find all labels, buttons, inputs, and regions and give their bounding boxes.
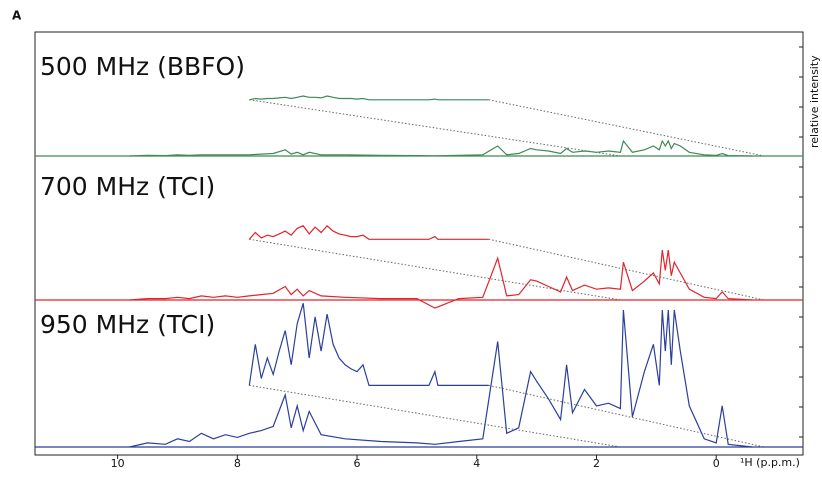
x-tick-label: 6 [354,457,361,470]
connector [249,238,621,301]
x-tick-label: 10 [111,457,125,470]
x-tick-label: 8 [234,457,241,470]
spectrum [129,250,753,309]
panel-label: A [12,9,22,23]
x-tick-label: 2 [593,457,600,470]
spectrum [129,309,753,448]
x-tick-label: 0 [713,457,720,470]
connector [249,384,621,448]
spectrum [129,139,753,157]
panel-title: 500 MHz (BBFO) [40,52,245,81]
x-tick-label: 4 [473,457,480,470]
panel-title: 700 MHz (TCI) [40,172,215,201]
connector [488,384,765,448]
y-axis-label: relative intensity [808,55,821,148]
inset-spectrum [248,303,489,386]
panel-title: 950 MHz (TCI) [40,310,215,339]
inset-spectrum [249,95,489,101]
plot-frame [34,31,804,456]
connector [488,99,765,157]
x-axis-label: ¹H (p.p.m.) [740,456,800,469]
connector [249,99,621,157]
inset-spectrum [248,224,489,240]
connector [488,238,765,301]
